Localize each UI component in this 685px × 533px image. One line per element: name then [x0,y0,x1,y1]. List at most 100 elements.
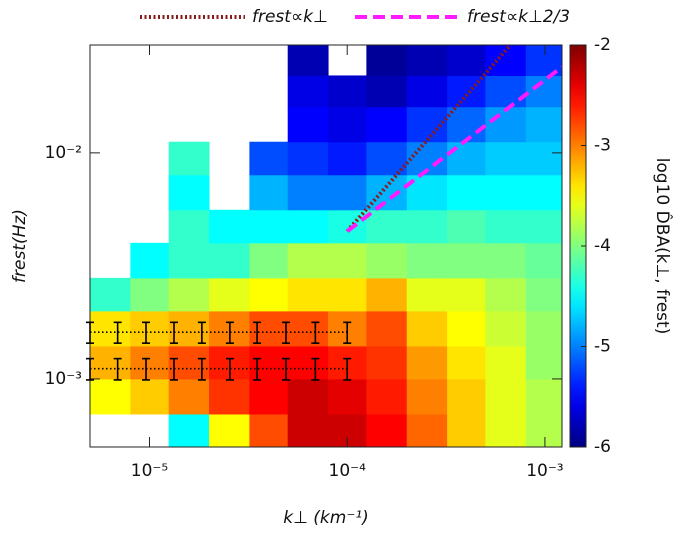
heatmap-cell [525,75,562,108]
x-axis-label: k⊥ (km⁻¹) [283,508,369,528]
heatmap-cell [287,378,329,415]
heatmap-cell [328,209,367,244]
heatmap-cell [485,310,527,347]
heatmap-cell [249,242,289,279]
heatmap-cell [366,378,408,415]
heatmap-cell [485,413,527,447]
heatmap-cell [485,277,527,312]
series-line [346,65,562,233]
heatmap-cell [406,106,448,143]
legend-label: frest∝k⊥ [252,7,328,27]
heatmap-cell [287,242,329,279]
heatmap-cell [366,345,408,380]
y-axis-label: frest(Hz) [10,209,30,283]
heatmap-cell [366,413,408,447]
colorbar-tick-label: -6 [594,437,611,457]
heatmap-cell [287,310,329,347]
heatmap-cell [406,75,448,108]
heatmap-cell [406,345,448,380]
heatmap-cell [287,174,329,211]
heatmap-cell [90,378,131,415]
heatmap-cell [366,209,408,244]
heatmap-cell [287,141,329,176]
colorbar-tick-label: -4 [594,236,611,256]
heatmap-cell [168,141,210,176]
heatmap-cell [366,106,408,143]
x-tick-label: 10⁻⁴ [329,461,367,481]
heatmap-cell [485,345,527,380]
heatmap-cell [287,209,329,244]
heatmap-cell [525,310,562,347]
heatmap-cell [447,209,486,244]
heatmap-cell [525,277,562,312]
heatmap-cell [130,378,170,415]
heatmap-cell [328,277,367,312]
heatmap-cell [168,209,210,244]
heatmap-cell [249,378,289,415]
heatmap-cell [249,141,289,176]
heatmap-cell [328,174,367,211]
heatmap-cell [525,242,562,279]
heatmap-cell [406,242,448,279]
heatmap-cell [406,45,448,76]
heatmap-cell [485,141,527,176]
heatmap-cell [90,345,131,380]
heatmap-cell [287,106,329,143]
heatmap-cell [485,174,527,211]
heatmap-cell [525,345,562,380]
heatmap-cell [209,378,250,415]
heatmap-cell [90,310,131,347]
heatmap-cell [447,378,486,415]
heatmap-cell [249,345,289,380]
heatmap-cell [249,413,289,447]
heatmap-cell [90,277,131,312]
heatmap-cell [130,310,170,347]
heatmap-cell [328,242,367,279]
heatmap-cell [485,209,527,244]
heatmap-cell [447,242,486,279]
heatmap-cell [485,378,527,415]
heatmap-cell [209,413,250,447]
heatmap-cell [406,209,448,244]
heatmap-cell [209,277,250,312]
colorbar-tick-label: -2 [594,35,611,55]
y-tick-label: 10⁻³ [45,369,82,389]
heatmap-cell [525,378,562,415]
series-line [345,45,513,233]
heatmap-cell [168,413,210,447]
heatmap-cell [249,209,289,244]
heatmap [90,45,562,447]
y-tick-label: 10⁻² [45,143,82,163]
heatmap-cell [287,75,329,108]
heatmap-cell [447,174,486,211]
heatmap-cell [366,45,408,76]
heatmap-cell [525,141,562,176]
heatmap-cell [485,75,527,108]
heatmap-cell [406,378,448,415]
heatmap-cell [525,413,562,447]
heatmap-cell [366,277,408,312]
heatmap-cell [485,106,527,143]
heatmap-cell [328,75,367,108]
x-tick-label: 10⁻⁵ [131,461,168,481]
heatmap-cell [447,75,486,108]
heatmap-cell [287,413,329,447]
heatmap-cell [130,345,170,380]
heatmap-cell [447,45,486,76]
heatmap-cell [287,45,329,76]
heatmap-cell [485,45,527,76]
heatmap-cell [168,310,210,347]
heatmap-cell [525,174,562,211]
heatmap-cell [406,310,448,347]
heatmap-cell [168,242,210,279]
heatmap-cell [168,345,210,380]
heatmap-cell [168,277,210,312]
heatmap-cell [328,141,367,176]
heatmap-cell [249,310,289,347]
colorbar-label: log10 D̂BA(k⊥, frest) [652,158,673,335]
heatmap-cell [366,310,408,347]
heatmap-cell [485,242,527,279]
heatmap-cell [168,378,210,415]
heatmap-cell [209,209,250,244]
